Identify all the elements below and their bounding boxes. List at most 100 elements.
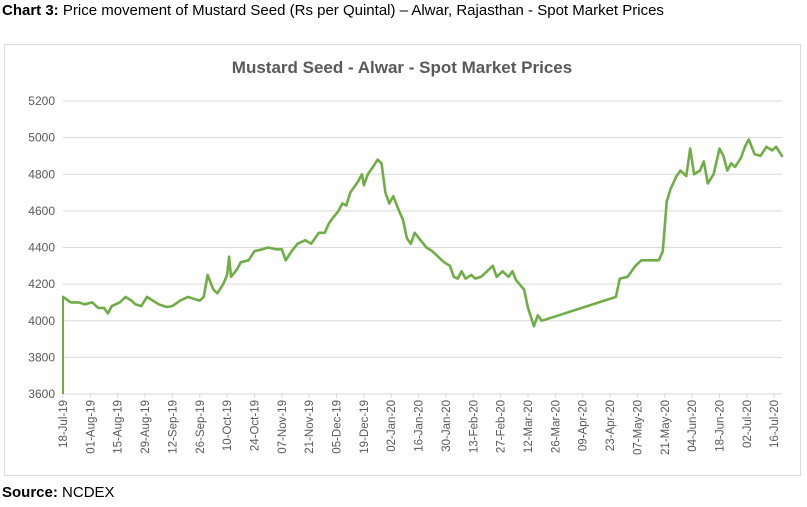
data-point: [199, 300, 200, 301]
data-point: [281, 249, 282, 250]
data-point: [248, 260, 249, 261]
y-tick-label: 5000: [28, 131, 55, 145]
x-tick-label: 19-Dec-19: [359, 400, 371, 454]
data-point: [703, 161, 704, 162]
x-tick-label: 24-Oct-19: [249, 400, 261, 451]
x-tick-label: 05-Dec-19: [332, 400, 344, 454]
data-point: [107, 313, 108, 314]
data-point: [141, 306, 142, 307]
data-point: [465, 278, 466, 279]
data-point: [537, 315, 538, 316]
data-point: [438, 256, 439, 257]
x-tick-label: 12-Mar-20: [523, 400, 535, 453]
data-point: [492, 265, 493, 266]
data-point: [230, 276, 231, 277]
x-tick-label: 01-Aug-19: [85, 400, 97, 454]
data-point: [228, 256, 229, 257]
data-point: [305, 240, 306, 241]
data-point: [713, 174, 714, 175]
data-point: [772, 150, 773, 151]
data-point: [354, 186, 355, 187]
data-point: [527, 307, 528, 308]
data-point: [146, 296, 147, 297]
data-point: [502, 271, 503, 272]
data-point: [377, 159, 378, 160]
data-point: [670, 188, 671, 189]
data-point: [426, 247, 427, 248]
x-tick-label: 15-Aug-19: [113, 400, 125, 454]
data-point: [111, 306, 112, 307]
data-point: [461, 271, 462, 272]
x-tick-label: 07-May-20: [632, 400, 644, 455]
x-tick-label: 02-Jan-20: [386, 400, 398, 452]
data-point: [680, 170, 681, 171]
data-point: [420, 240, 421, 241]
data-point: [291, 251, 292, 252]
data-point: [98, 307, 99, 308]
data-point: [236, 269, 237, 270]
data-point: [311, 243, 312, 244]
x-tick-label: 21-May-20: [660, 400, 672, 455]
data-point: [328, 223, 329, 224]
data-point: [338, 210, 339, 211]
data-point: [508, 276, 509, 277]
x-tick-label: 30-Jan-20: [441, 400, 453, 452]
data-point: [523, 289, 524, 290]
data-point: [385, 192, 386, 193]
data-point: [406, 238, 407, 239]
data-point: [78, 302, 79, 303]
data-point: [285, 260, 286, 261]
data-point: [268, 247, 269, 248]
data-point: [254, 251, 255, 252]
data-point: [193, 298, 194, 299]
data-point: [119, 302, 120, 303]
data-point: [84, 304, 85, 305]
data-point: [686, 175, 687, 176]
data-point: [166, 306, 167, 307]
series-layer: [61, 138, 784, 394]
data-point: [760, 155, 761, 156]
x-tick-label: 10-Oct-19: [222, 400, 234, 451]
y-tick-label: 4400: [28, 241, 55, 255]
x-tick-label: 04-Jun-20: [687, 400, 699, 452]
data-point: [541, 320, 542, 321]
data-point: [318, 232, 319, 233]
data-point: [324, 232, 325, 233]
data-point: [731, 163, 732, 164]
x-tick-label: 18-Jun-20: [714, 400, 726, 452]
data-point: [641, 260, 642, 261]
data-point: [346, 205, 347, 206]
data-point: [781, 155, 782, 156]
data-point: [658, 260, 659, 261]
data-point: [512, 271, 513, 272]
data-point: [414, 232, 415, 233]
series-line: [61, 138, 784, 328]
data-point: [432, 251, 433, 252]
data-point: [92, 302, 93, 303]
data-point: [457, 278, 458, 279]
data-point: [70, 302, 71, 303]
data-point: [693, 174, 694, 175]
figure-caption: Chart 3: Price movement of Mustard Seed …: [2, 2, 664, 19]
data-point: [180, 300, 181, 301]
chart-title: Mustard Seed - Alwar - Spot Market Price…: [232, 58, 572, 77]
data-point: [332, 218, 333, 219]
data-point: [135, 304, 136, 305]
x-tick-label: 16-Jan-20: [414, 400, 426, 452]
data-point: [735, 166, 736, 167]
y-tick-label: 4600: [28, 204, 55, 218]
x-tick-label: 16-Jul-20: [769, 400, 781, 448]
data-point: [443, 262, 444, 263]
data-point: [398, 210, 399, 211]
data-point: [475, 278, 476, 279]
data-point: [361, 174, 362, 175]
x-tick-label: 12-Sep-19: [167, 400, 179, 454]
line-chart: Mustard Seed - Alwar - Spot Market Price…: [28, 58, 784, 455]
data-point: [707, 183, 708, 184]
data-point: [533, 326, 534, 327]
data-point: [619, 278, 620, 279]
data-point: [131, 300, 132, 301]
x-tick-label: 29-Aug-19: [140, 400, 152, 454]
data-point: [393, 196, 394, 197]
data-point: [217, 293, 218, 294]
